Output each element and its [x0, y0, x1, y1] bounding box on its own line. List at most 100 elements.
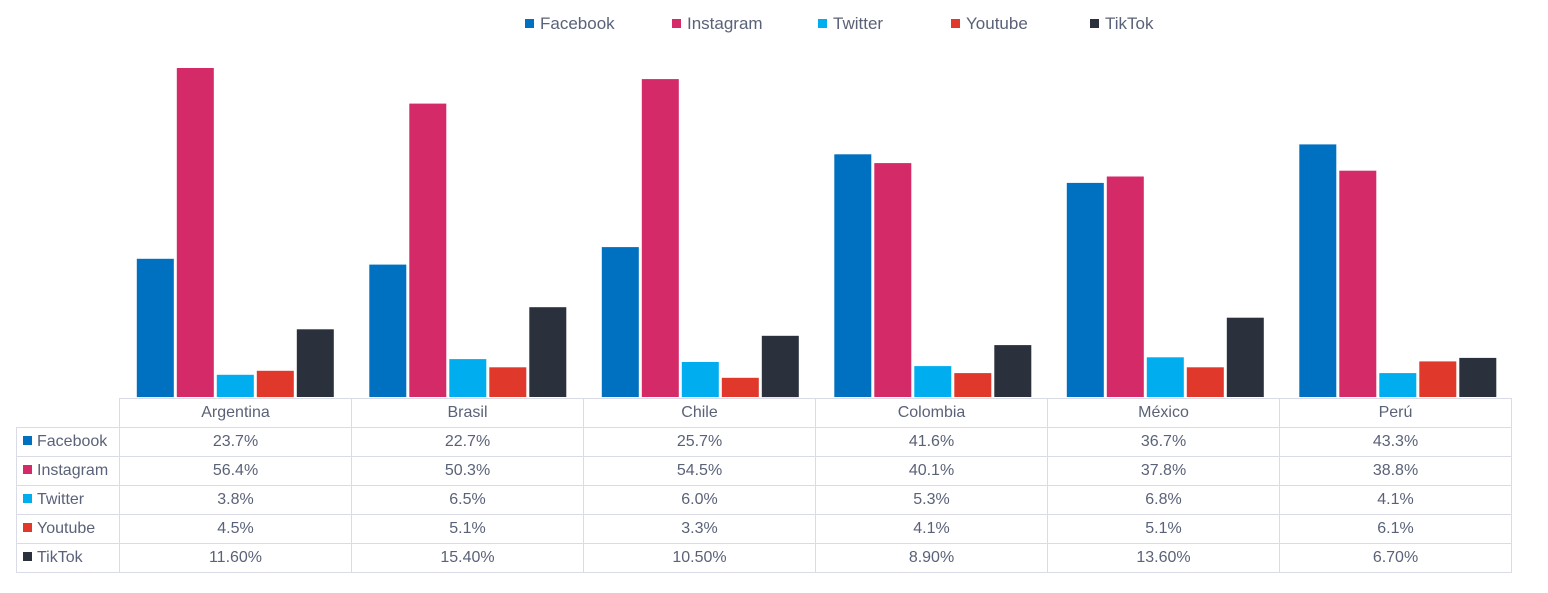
bar-youtube-2: [721, 377, 759, 397]
bar-instagram-3: [874, 163, 912, 397]
row-header-twitter: Twitter: [16, 485, 120, 515]
data-label: 37.8%: [1047, 456, 1280, 486]
bar-tiktok-4: [1226, 317, 1264, 397]
category-label: Perú: [1279, 398, 1512, 428]
chart-legend: Facebook Instagram Twitter Youtube TikTok: [0, 12, 1548, 36]
data-label: 43.3%: [1279, 427, 1512, 457]
table-row: Instagram 56.4% 50.3% 54.5% 40.1% 37.8% 38.8%: [16, 456, 1512, 486]
row-header-youtube: Youtube: [16, 514, 120, 544]
bar-chart: [136, 68, 1497, 398]
legend-label: Twitter: [833, 14, 884, 33]
data-label: 4.1%: [815, 514, 1048, 544]
legend-swatch: [1090, 19, 1099, 29]
bar-facebook-4: [1066, 182, 1104, 397]
table-row: Twitter 3.8% 6.5% 6.0% 5.3% 6.8% 4.1%: [16, 485, 1512, 515]
data-label: 8.90%: [815, 543, 1048, 573]
bar-tiktok-0: [296, 329, 334, 397]
bar-instagram-2: [641, 79, 679, 397]
bar-facebook-3: [834, 154, 872, 397]
row-swatch: [23, 465, 32, 475]
bar-twitter-4: [1146, 357, 1184, 397]
category-label: Argentina: [119, 398, 352, 428]
data-label: 54.5%: [583, 456, 816, 486]
bar-tiktok-5: [1459, 357, 1497, 397]
data-label: 6.1%: [1279, 514, 1512, 544]
bar-facebook-1: [369, 264, 407, 397]
data-label: 3.8%: [119, 485, 352, 515]
legend-item-instagram: Instagram: [672, 12, 763, 36]
data-label: 6.5%: [351, 485, 584, 515]
bar-instagram-1: [409, 103, 447, 397]
legend-label: Youtube: [966, 14, 1028, 33]
bar-twitter-5: [1379, 373, 1417, 397]
row-swatch: [23, 494, 32, 504]
bar-facebook-2: [601, 247, 639, 397]
data-label: 25.7%: [583, 427, 816, 457]
bar-youtube-3: [954, 373, 992, 397]
legend-item-twitter: Twitter: [818, 12, 883, 36]
row-header-facebook: Facebook: [16, 427, 120, 457]
data-label: 4.1%: [1279, 485, 1512, 515]
data-label: 41.6%: [815, 427, 1048, 457]
table-row: Youtube 4.5% 5.1% 3.3% 4.1% 5.1% 6.1%: [16, 514, 1512, 544]
row-label: Youtube: [37, 520, 96, 537]
bar-youtube-5: [1419, 361, 1457, 397]
row-header-tiktok: TikTok: [16, 543, 120, 573]
legend-swatch: [818, 19, 827, 29]
data-label: 6.70%: [1279, 543, 1512, 573]
bar-youtube-0: [256, 370, 294, 398]
data-label: 3.3%: [583, 514, 816, 544]
bar-tiktok-1: [529, 307, 567, 397]
bar-twitter-0: [216, 374, 254, 397]
row-swatch: [23, 436, 32, 446]
data-label: 22.7%: [351, 427, 584, 457]
row-label: TikTok: [37, 549, 83, 566]
legend-label: Facebook: [540, 14, 615, 33]
data-label: 56.4%: [119, 456, 352, 486]
row-label: Twitter: [37, 491, 85, 508]
row-label: Instagram: [37, 462, 109, 479]
legend-swatch: [672, 19, 681, 29]
bar-instagram-0: [176, 68, 214, 397]
category-label: Colombia: [815, 398, 1048, 428]
category-label: Brasil: [351, 398, 584, 428]
table-header-row: Argentina Brasil Chile Colombia México Perú: [16, 398, 1512, 428]
data-label: 10.50%: [583, 543, 816, 573]
row-header-instagram: Instagram: [16, 456, 120, 486]
bar-instagram-5: [1339, 170, 1377, 397]
bar-twitter-2: [681, 362, 719, 397]
row-swatch: [23, 552, 32, 562]
category-label: Chile: [583, 398, 816, 428]
legend-swatch: [951, 19, 960, 29]
data-label: 15.40%: [351, 543, 584, 573]
legend-label: Instagram: [687, 14, 763, 33]
data-label: 40.1%: [815, 456, 1048, 486]
data-label: 5.1%: [1047, 514, 1280, 544]
table-row: TikTok 11.60% 15.40% 10.50% 8.90% 13.60% 6.70%: [16, 543, 1512, 573]
bar-twitter-1: [449, 359, 487, 397]
data-label: 5.1%: [351, 514, 584, 544]
table-corner: [16, 398, 120, 428]
bar-youtube-1: [489, 367, 527, 397]
bar-facebook-0: [136, 258, 174, 398]
row-swatch: [23, 523, 32, 533]
legend-item-facebook: Facebook: [525, 12, 615, 36]
bar-tiktok-2: [761, 335, 799, 398]
legend-item-youtube: Youtube: [951, 12, 1028, 36]
table-row: Facebook 23.7% 22.7% 25.7% 41.6% 36.7% 43.3%: [16, 427, 1512, 457]
bar-tiktok-3: [994, 345, 1032, 397]
data-label: 38.8%: [1279, 456, 1512, 486]
legend-swatch: [525, 19, 534, 29]
data-label: 36.7%: [1047, 427, 1280, 457]
bar-youtube-4: [1186, 367, 1224, 397]
data-label: 50.3%: [351, 456, 584, 486]
data-label: 23.7%: [119, 427, 352, 457]
legend-label: TikTok: [1105, 14, 1154, 33]
row-label: Facebook: [37, 433, 108, 450]
category-label: México: [1047, 398, 1280, 428]
data-table: Argentina Brasil Chile Colombia México Perú Fa…: [16, 398, 1512, 573]
legend-item-tiktok: TikTok: [1090, 12, 1154, 36]
data-label: 13.60%: [1047, 543, 1280, 573]
data-label: 4.5%: [119, 514, 352, 544]
data-label: 6.8%: [1047, 485, 1280, 515]
